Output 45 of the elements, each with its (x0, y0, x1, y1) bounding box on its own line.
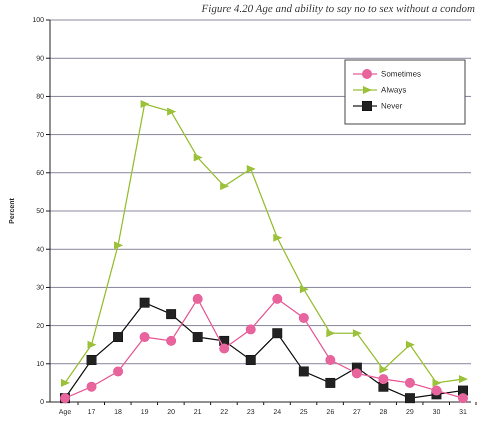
point (272, 328, 282, 338)
point (379, 366, 388, 374)
point (352, 329, 362, 338)
point (140, 298, 150, 308)
chart-title: Figure 4.20 Age and ability to say no to sex without a condom (200, 3, 476, 15)
point (352, 368, 362, 378)
point (404, 393, 415, 404)
point (298, 366, 309, 376)
legend-label: Sometimes (381, 70, 422, 79)
point (378, 374, 388, 384)
point (459, 375, 468, 384)
point (61, 378, 70, 387)
point (192, 294, 203, 304)
point (431, 386, 442, 396)
point (114, 241, 124, 250)
point (166, 336, 176, 346)
point (325, 378, 336, 388)
point (272, 294, 282, 304)
point (246, 324, 256, 334)
point (140, 100, 150, 108)
point (246, 354, 256, 365)
point (406, 340, 415, 349)
point (326, 329, 336, 338)
point (298, 312, 309, 323)
point (140, 332, 150, 342)
legend-label: Never (381, 102, 403, 111)
point (113, 332, 124, 342)
point (167, 108, 176, 116)
point (86, 382, 97, 392)
point (300, 285, 309, 294)
point (458, 393, 468, 404)
legend-label: Always (381, 86, 406, 95)
point (219, 344, 230, 354)
point (166, 309, 176, 320)
point (432, 378, 442, 387)
point (88, 340, 97, 349)
point (86, 354, 97, 365)
point (113, 366, 124, 376)
point (404, 378, 415, 388)
point (220, 182, 230, 190)
point (194, 154, 203, 162)
point (192, 332, 203, 342)
point (325, 354, 336, 365)
point (246, 164, 256, 173)
point (273, 234, 282, 242)
